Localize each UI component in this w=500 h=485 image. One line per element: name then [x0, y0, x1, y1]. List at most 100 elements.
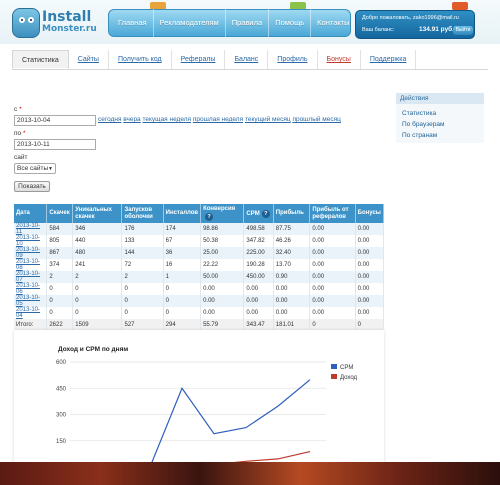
- date-link[interactable]: 2013-10-07: [16, 271, 41, 283]
- total-cell: 55.79: [200, 319, 245, 330]
- date-link[interactable]: 2013-10-06: [16, 283, 41, 295]
- total-cell: 527: [121, 319, 164, 330]
- table-cell: 0.00: [355, 307, 385, 319]
- table-cell: 0: [121, 307, 164, 319]
- y-tick-label: 300: [56, 413, 67, 419]
- column-header[interactable]: Прибыль: [273, 204, 311, 223]
- date-link[interactable]: 2013-10-10: [16, 235, 41, 247]
- column-header[interactable]: Прибыль от рефералов: [309, 204, 356, 223]
- date-link[interactable]: 2013-10-11: [16, 223, 41, 235]
- table-cell: 133: [121, 235, 164, 247]
- tab-profile[interactable]: Профиль: [268, 50, 318, 69]
- panel-title: Действия: [396, 93, 484, 104]
- table-cell: 0.00: [355, 235, 385, 247]
- table-cell: 0.00: [309, 235, 356, 247]
- table-cell: 0.00: [200, 295, 245, 307]
- topnav-contacts[interactable]: Контакты: [317, 18, 350, 27]
- table-cell: 584: [46, 223, 74, 235]
- total-cell: 0: [355, 319, 385, 330]
- table-cell: 0: [163, 307, 202, 319]
- topnav-home[interactable]: Главная: [112, 9, 154, 37]
- top-navigation: Главная Рекламодателям Правила Помощь Ко…: [108, 9, 351, 37]
- period-today-link[interactable]: сегодня: [98, 116, 122, 123]
- sub-navigation: Статистика Сайты Получить код Рефералы Б…: [12, 50, 488, 70]
- total-cell: 343.47: [243, 319, 274, 330]
- welcome-text: Добро пожаловать, zako1996@mail.ru: [362, 15, 459, 21]
- from-date-input[interactable]: 2013-10-04: [14, 115, 96, 126]
- table-cell: 0: [121, 283, 164, 295]
- to-date-input[interactable]: 2013-10-11: [14, 139, 96, 150]
- date-link[interactable]: 2013-10-04: [16, 307, 41, 319]
- period-this-month-link[interactable]: текущий месяц: [244, 116, 291, 123]
- footer-decorative-band: [0, 462, 500, 485]
- logo[interactable]: Install Monster.ru: [12, 8, 102, 40]
- period-last-month-link[interactable]: прошлый месяц: [292, 116, 341, 123]
- topnav-help[interactable]: Помощь: [269, 9, 312, 37]
- tab-support[interactable]: Поддержка: [361, 50, 417, 69]
- column-header[interactable]: Дата: [14, 204, 48, 223]
- from-label: с *: [14, 106, 22, 113]
- help-icon[interactable]: ?: [261, 209, 270, 218]
- table-cell: 46.26: [273, 235, 311, 247]
- legend-label: Доход: [340, 375, 358, 381]
- date-link[interactable]: 2013-10-09: [16, 247, 41, 259]
- column-header[interactable]: CPM?: [243, 204, 274, 223]
- table-cell: 2013-10-06: [14, 283, 48, 295]
- column-header[interactable]: Уникальных скачек: [72, 204, 123, 223]
- user-box: Добро пожаловать, zako1996@mail.ru Ваш б…: [355, 10, 475, 39]
- table-row: 2013-10-08 374 241 72 16 22.22 190.28 13.70 0.00…: [14, 259, 385, 271]
- column-header[interactable]: Конверсия?: [200, 204, 245, 223]
- table-cell: 0.00: [309, 259, 356, 271]
- table-cell: 480: [72, 247, 123, 259]
- table-cell: 0.00: [200, 283, 245, 295]
- period-this-week-link[interactable]: текущая неделя: [142, 116, 192, 123]
- table-cell: 0.00: [309, 271, 356, 283]
- total-cell: 1509: [72, 319, 123, 330]
- panel-item-countries[interactable]: По странам: [402, 132, 438, 139]
- panel-item-statistics[interactable]: Статистика: [402, 110, 437, 117]
- table-cell: 87.75: [273, 223, 311, 235]
- date-link[interactable]: 2013-10-05: [16, 295, 41, 307]
- to-label: по *: [14, 130, 26, 137]
- tab-bonuses[interactable]: Бонусы: [318, 50, 361, 69]
- period-last-week-link[interactable]: прошлая неделя: [192, 116, 244, 123]
- table-cell: 805: [46, 235, 74, 247]
- panel-item-browsers[interactable]: По браузерам: [402, 121, 445, 128]
- site-label: сайт: [14, 154, 28, 161]
- stats-table: Дата Скачек Уникальных скачек Запусков о…: [14, 204, 385, 330]
- table-cell: 2013-10-08: [14, 259, 48, 271]
- table-cell: 0: [72, 295, 123, 307]
- total-cell: 2622: [46, 319, 74, 330]
- table-cell: 346: [72, 223, 123, 235]
- actions-panel: Действия Статистика По браузерам По стра…: [396, 93, 484, 143]
- table-cell: 0: [72, 283, 123, 295]
- header-decoration: [452, 2, 468, 10]
- table-cell: 190.28: [243, 259, 274, 271]
- table-cell: 50.00: [200, 271, 245, 283]
- date-link[interactable]: 2013-10-08: [16, 259, 41, 271]
- site-select[interactable]: Все сайты ▼: [14, 163, 56, 174]
- help-icon[interactable]: ?: [205, 213, 214, 221]
- tab-sites[interactable]: Сайты: [69, 50, 109, 69]
- monster-mascot-icon: [12, 8, 40, 38]
- topnav-advertisers[interactable]: Рекламодателям: [154, 9, 226, 37]
- column-header[interactable]: Запусков оболочки: [121, 204, 164, 223]
- table-header-row: Дата Скачек Уникальных скачек Запусков о…: [14, 204, 385, 223]
- table-cell: 241: [72, 259, 123, 271]
- column-header[interactable]: Бонусы: [355, 204, 385, 223]
- column-header[interactable]: Скачек: [46, 204, 74, 223]
- table-cell: 2: [72, 271, 123, 283]
- tab-statistics[interactable]: Статистика: [12, 50, 69, 69]
- show-button[interactable]: Показать: [14, 181, 50, 192]
- table-cell: 25.00: [200, 247, 245, 259]
- column-header[interactable]: Инсталлов: [163, 204, 202, 223]
- table-cell: 0: [121, 295, 164, 307]
- period-yesterday-link[interactable]: вчера: [123, 116, 141, 123]
- tab-referrals[interactable]: Рефералы: [172, 50, 226, 69]
- table-cell: 144: [121, 247, 164, 259]
- y-tick-label: 150: [56, 439, 67, 445]
- topnav-rules[interactable]: Правила: [226, 9, 270, 37]
- tab-get-code[interactable]: Получить код: [109, 50, 172, 69]
- logout-button[interactable]: Выйти: [453, 26, 473, 35]
- tab-balance[interactable]: Баланс: [225, 50, 269, 69]
